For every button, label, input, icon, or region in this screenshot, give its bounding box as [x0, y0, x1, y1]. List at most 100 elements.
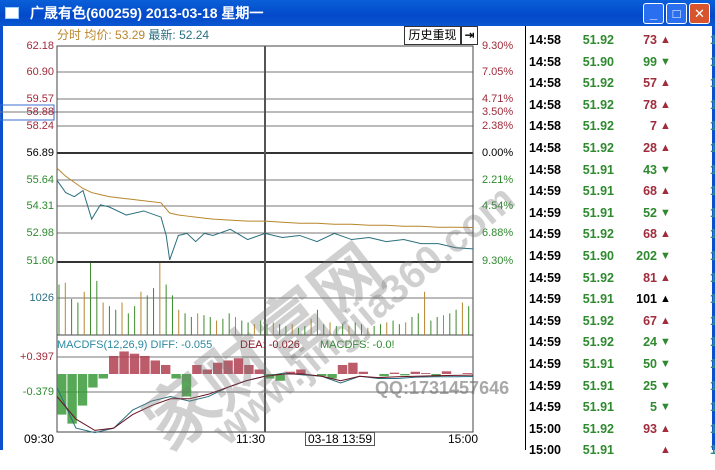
- trade-price: 51.91: [582, 443, 614, 458]
- trade-row[interactable]: 14:59 51.91 25 ▼ 1: [529, 376, 715, 396]
- macd-histogram-bar: [348, 362, 358, 374]
- trade-row[interactable]: 14:58 51.91 43 ▼ 1: [529, 160, 715, 180]
- trade-extra: 1: [710, 443, 715, 458]
- price-axis-label: 54.31: [26, 200, 54, 212]
- macd-histogram-bar: [67, 374, 77, 424]
- macd-histogram-bar: [441, 371, 452, 374]
- trade-extra: 1: [710, 400, 715, 415]
- trade-price: 51.91: [582, 292, 614, 307]
- macd-histogram-bar: [327, 374, 337, 379]
- trade-price: 51.90: [582, 54, 614, 69]
- trade-volume: 81: [643, 270, 657, 285]
- macd-histogram-bar: [213, 362, 223, 374]
- trade-row[interactable]: 14:59 51.92 81 ▲ 1: [529, 268, 715, 288]
- trade-volume: 57: [643, 76, 657, 91]
- macd-title: MACDFS(12,26,9) DIFF: -0.055: [57, 339, 213, 351]
- last-price-line: [56, 180, 474, 261]
- trade-row[interactable]: 14:59 51.92 24 ▼ 1: [529, 332, 715, 352]
- arrow-up-icon: ▲: [660, 120, 671, 133]
- avg-price-label: 均价: 53.29: [84, 28, 146, 42]
- trade-row[interactable]: 14:58 51.90 99 ▼ 1: [529, 52, 715, 72]
- macd-histogram-bar: [254, 369, 264, 374]
- percent-axis-label: 7.05%: [482, 66, 514, 78]
- trade-list[interactable]: 14:58 51.92 73 ▲ 1 14:58 51.90 99 ▼ 1 14:58 51.92 57…: [525, 26, 715, 457]
- percent-axis-label: 3.50%: [482, 106, 514, 118]
- trade-volume: 50: [643, 357, 657, 371]
- trade-row[interactable]: 14:58 51.92 28 ▲ 1: [529, 138, 715, 158]
- trade-row[interactable]: 14:59 51.91 5 ▼ 1: [529, 397, 715, 417]
- maximize-button[interactable]: □: [666, 3, 687, 24]
- trade-price: 51.92: [582, 76, 614, 91]
- percent-axis-label: 2.38%: [482, 120, 514, 132]
- price-axis-label: 60.90: [26, 66, 54, 78]
- minimize-button[interactable]: _: [643, 3, 664, 24]
- arrow-down-icon: ▼: [660, 163, 671, 176]
- macd-histogram-bar: [109, 355, 119, 374]
- intraday-chart[interactable]: [0, 26, 525, 450]
- trade-row[interactable]: 14:58 51.92 73 ▲ 1: [529, 30, 715, 50]
- macd-histogram-bar: [265, 374, 275, 379]
- macd-histogram-bar: [337, 364, 348, 374]
- crosshair-price-box: [0, 104, 55, 121]
- trade-price: 51.91: [582, 184, 614, 199]
- trade-row[interactable]: 14:58 51.92 7 ▲ 1: [529, 116, 715, 136]
- trade-extra: 1: [710, 97, 715, 112]
- trade-row[interactable]: 15:00 51.92 93 ▲ 1: [529, 419, 715, 439]
- trade-time: 15:00: [529, 421, 561, 436]
- trade-price: 51.92: [582, 227, 614, 242]
- macd-histogram-bar: [192, 364, 202, 374]
- price-axis-label: 56.89: [26, 147, 54, 159]
- trade-price: 51.92: [582, 270, 614, 285]
- price-axis-label: 59.57: [26, 93, 54, 105]
- price-axis-label: 58.24: [26, 120, 54, 132]
- trade-row[interactable]: 14:59 51.91 101 ▲ 1: [529, 289, 715, 309]
- macd-histogram-bar: [171, 374, 181, 379]
- window-titlebar: 广晟有色(600259) 2013-03-18 星期一 _ □ ✕: [0, 0, 715, 26]
- macd-histogram-bar: [400, 374, 410, 376]
- last-price-label: 最新: 52.24: [148, 28, 210, 42]
- arrow-up-icon: ▲: [660, 271, 671, 284]
- trade-row[interactable]: 14:59 51.92 68 ▲ 1: [529, 224, 715, 244]
- trade-time: 14:59: [529, 357, 561, 371]
- percent-axis-label: 4.71%: [482, 93, 514, 105]
- macd-histogram-bar: [244, 364, 254, 374]
- macd-histogram-bar: [358, 371, 368, 374]
- arrow-right-bar-icon[interactable]: ⇥: [461, 26, 478, 45]
- trade-volume: 78: [643, 97, 657, 112]
- trade-time: 14:58: [529, 76, 561, 91]
- macd-histogram-bar: [88, 374, 98, 388]
- trade-price: 51.92: [582, 97, 614, 112]
- arrow-down-icon: ▼: [660, 250, 671, 262]
- trade-row[interactable]: 14:58 51.92 57 ▲ 1: [529, 73, 715, 93]
- macd-histogram-bar: [233, 358, 244, 374]
- percent-axis-label: 6.88%: [482, 227, 514, 239]
- macd-macdfs-label: MACDFS: -0.0!: [320, 339, 395, 351]
- macd-lower-label: -0.379: [22, 386, 54, 398]
- trade-price: 51.92: [582, 119, 614, 134]
- arrow-up-icon: ▲: [660, 98, 671, 111]
- trade-volume: 68: [643, 227, 657, 242]
- trade-volume: 5: [650, 400, 657, 415]
- trade-row[interactable]: 14:59 51.91 52 ▼ 1: [529, 203, 715, 223]
- percent-axis-label: 4.54%: [482, 200, 514, 212]
- macd-histogram-bar: [410, 371, 420, 374]
- trade-row[interactable]: 14:58 51.92 78 ▲ 1: [529, 95, 715, 115]
- trade-extra: 1: [710, 76, 715, 91]
- trade-time: 14:59: [529, 270, 561, 285]
- trade-row[interactable]: 14:59 51.92 67 ▲ 1: [529, 311, 715, 331]
- trade-row[interactable]: 15:00 51.91 ▲ 1: [529, 440, 715, 460]
- macd-histogram-bar: [77, 374, 88, 406]
- trade-row[interactable]: 14:59 51.91 68 ▲ 1: [529, 181, 715, 201]
- arrow-up-icon: ▲: [660, 293, 671, 306]
- trade-volume: 25: [643, 378, 657, 393]
- macd-histogram-bar: [389, 372, 400, 374]
- price-axis-label: 62.18: [26, 40, 54, 52]
- trade-price: 51.91: [582, 378, 614, 393]
- macd-histogram-bar: [161, 364, 171, 374]
- trade-row[interactable]: 14:59 51.91 50 ▼ 1: [529, 354, 715, 374]
- history-replay-button[interactable]: 历史重现: [404, 26, 461, 45]
- price-axis-label: 58.88: [26, 106, 54, 118]
- trade-time: 14:58: [529, 162, 561, 177]
- close-button[interactable]: ✕: [689, 3, 710, 24]
- trade-row[interactable]: 14:59 51.90 202 ▼ 1: [529, 246, 715, 266]
